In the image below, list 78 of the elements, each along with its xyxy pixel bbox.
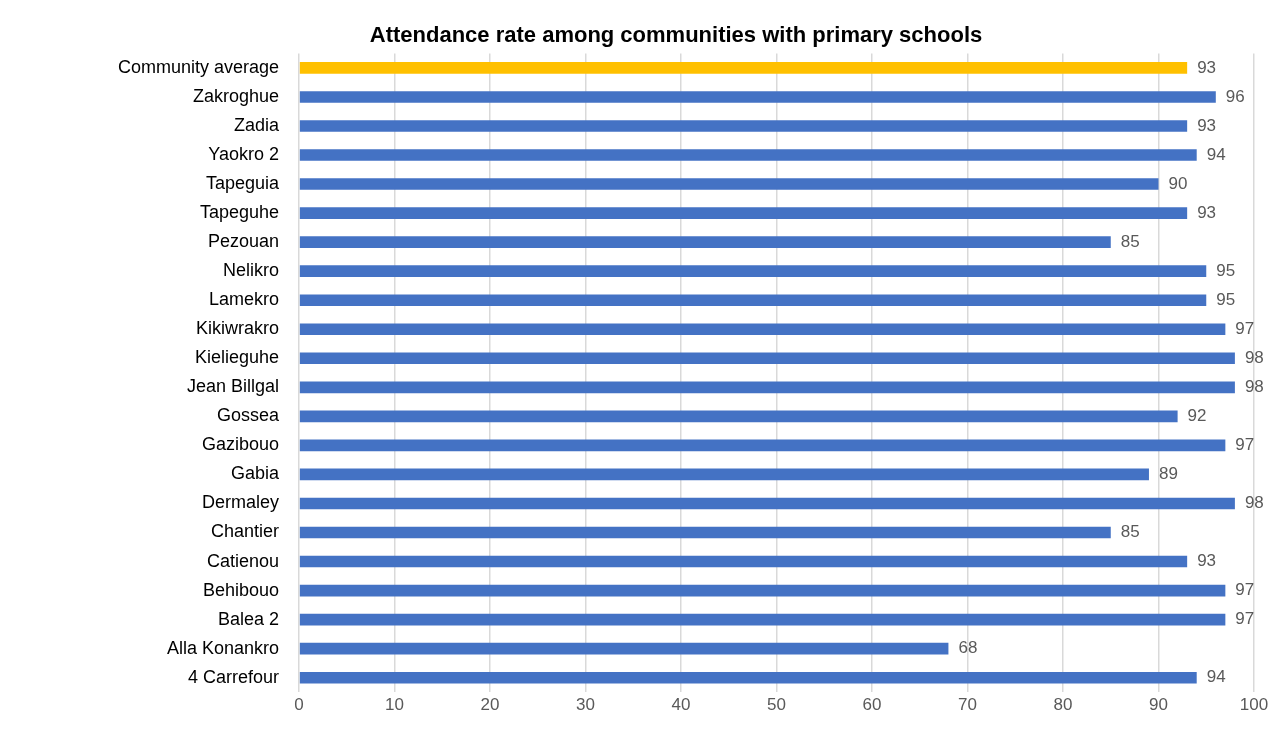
bar	[299, 236, 1111, 248]
bar	[299, 497, 1235, 510]
y-tick-label: Kielieguhe	[194, 347, 280, 368]
x-tick-label: 10	[385, 695, 405, 715]
data-label: 93	[1197, 115, 1217, 135]
y-tick-label: Zakroghue	[193, 85, 280, 106]
y-tick-label: Gabia	[231, 463, 281, 484]
y-tick-label: Yaokro 2	[208, 144, 280, 164]
x-tick-label: 50	[767, 695, 786, 715]
bar	[299, 149, 1197, 161]
data-label: 97	[1235, 609, 1255, 629]
bar	[299, 62, 1188, 74]
data-label: 89	[1158, 464, 1178, 484]
data-label: 97	[1235, 318, 1255, 338]
data-label: 95	[1216, 260, 1236, 280]
data-label: 96	[1225, 86, 1245, 106]
data-label: 94	[1206, 667, 1226, 687]
data-label: 98	[1244, 377, 1264, 397]
x-tick-label: 90	[1149, 695, 1168, 715]
y-tick-label: Balea 2	[218, 608, 280, 629]
bar	[299, 265, 1207, 277]
bar	[299, 410, 1178, 423]
y-tick-label: Community average	[117, 56, 280, 77]
y-tick-label: Alla Konankro	[166, 637, 280, 658]
y-tick-label: Lamekro	[209, 289, 280, 310]
bar	[299, 613, 1226, 626]
y-tick-label: Chantier	[211, 521, 280, 542]
y-tick-label: Catienou	[207, 550, 280, 571]
bar	[299, 352, 1235, 365]
data-label: 93	[1197, 551, 1217, 571]
bar	[299, 439, 1226, 452]
data-label: 94	[1206, 144, 1226, 164]
data-label: 92	[1187, 406, 1207, 426]
y-tick-label: Pezouan	[208, 231, 280, 252]
data-label: 98	[1244, 347, 1264, 367]
y-tick-label: 4 Carrefour	[188, 666, 280, 687]
bar	[299, 178, 1159, 190]
bar	[299, 91, 1216, 103]
data-label: 90	[1168, 173, 1188, 193]
x-tick-label: 100	[1239, 695, 1269, 715]
data-label: 97	[1235, 435, 1255, 455]
chart-title: Attendance rate among communities with primary schools	[369, 22, 983, 48]
x-tick-label: 60	[862, 695, 882, 715]
bar	[299, 642, 949, 655]
x-tick-label: 20	[480, 695, 500, 715]
data-label: 95	[1216, 289, 1236, 309]
y-tick-label: Nelikro	[223, 260, 280, 281]
data-label: 85	[1120, 231, 1140, 251]
bar	[299, 468, 1149, 481]
y-tick-label: Tapeguia	[205, 173, 281, 194]
y-tick-label: Dermaley	[202, 492, 280, 513]
bar	[299, 120, 1188, 132]
y-tick-label: Gazibouo	[202, 434, 280, 455]
y-tick-label: Jean Billgal	[187, 376, 280, 397]
x-tick-label: 0	[294, 695, 304, 715]
bar	[299, 294, 1207, 307]
bar	[299, 526, 1111, 539]
data-label: 97	[1235, 580, 1255, 600]
bar	[299, 584, 1226, 597]
y-tick-label: Behibouo	[202, 579, 280, 600]
y-tick-label: Zadia	[234, 114, 281, 135]
bar	[299, 381, 1235, 394]
y-tick-label: Tapeguhe	[199, 202, 280, 223]
data-label: 68	[958, 638, 978, 658]
data-label: 93	[1197, 202, 1217, 222]
x-tick-label: 70	[958, 695, 977, 715]
bar	[299, 323, 1226, 336]
x-tick-label: 80	[1053, 695, 1073, 715]
data-label: 98	[1244, 493, 1264, 513]
x-tick-label: 30	[576, 695, 596, 715]
bar	[299, 555, 1188, 568]
x-tick-label: 40	[671, 695, 691, 715]
bar	[299, 207, 1188, 219]
data-label: 93	[1197, 57, 1217, 77]
y-tick-label: Kikiwrakro	[196, 318, 280, 339]
bar	[299, 671, 1197, 684]
data-label: 85	[1120, 522, 1140, 542]
y-tick-label: Gossea	[217, 405, 281, 426]
